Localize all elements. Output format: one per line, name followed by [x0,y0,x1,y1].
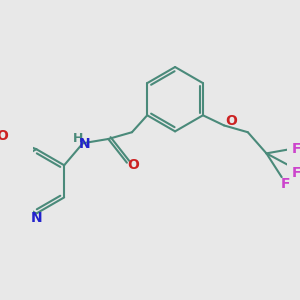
Text: N: N [79,137,90,151]
Text: F: F [292,166,300,180]
Text: O: O [225,114,237,128]
Text: F: F [292,142,300,156]
Text: F: F [281,177,291,191]
Text: H: H [73,133,83,146]
Text: N: N [31,211,42,225]
Text: O: O [128,158,140,172]
Text: O: O [0,130,8,143]
